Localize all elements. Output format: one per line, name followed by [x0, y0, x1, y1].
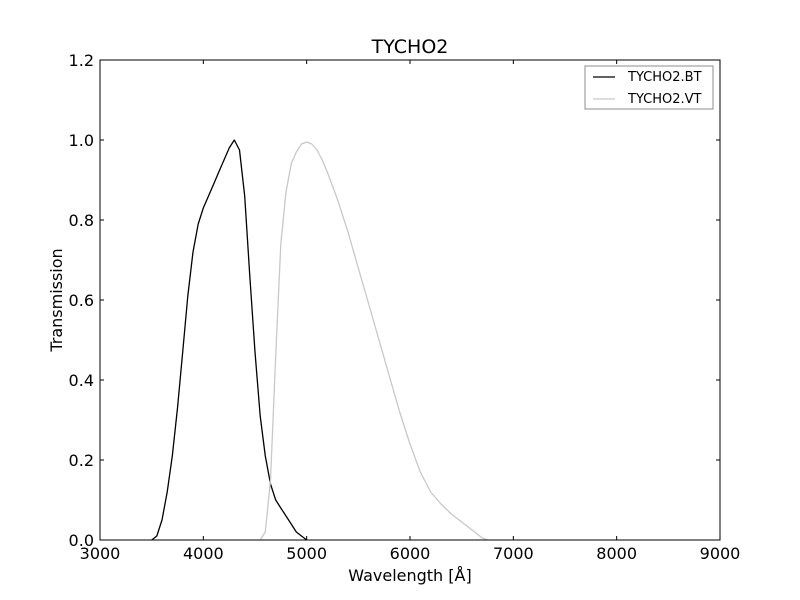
chart-title: TYCHO2: [371, 36, 449, 58]
y-tick-label: 0.0: [69, 531, 94, 550]
legend-label-vt: TYCHO2.VT: [627, 92, 702, 107]
series-line-bt: [151, 139, 308, 541]
x-tick-label: 8000: [596, 544, 637, 563]
plot-area: [100, 60, 720, 540]
x-tick-label: 6000: [390, 544, 431, 563]
x-tick-label: 3000: [80, 544, 121, 563]
y-tick-label: 0.8: [69, 211, 94, 230]
series-layer: [151, 139, 488, 541]
y-tick-label: 1.0: [69, 131, 94, 150]
x-tick-label: 9000: [700, 544, 741, 563]
legend-box: [584, 65, 714, 110]
x-tick-label: 5000: [286, 544, 327, 563]
y-axis-label: Transmission: [47, 248, 66, 352]
legend-label-bt: TYCHO2.BT: [627, 70, 702, 85]
legend: TYCHO2.BT TYCHO2.VT: [584, 65, 714, 110]
ticks-layer: 3000 4000 5000 6000 7000 8000 9000 0.0 0.2 0.4 0.6…: [69, 51, 741, 563]
x-axis-label: Wavelength [Å]: [348, 566, 471, 585]
series-line-vt: [259, 141, 488, 541]
y-tick-label: 0.6: [69, 291, 94, 310]
y-tick-label: 1.2: [69, 51, 94, 70]
x-tick-label: 7000: [493, 544, 534, 563]
y-tick-label: 0.4: [69, 371, 94, 390]
y-tick-label: 0.2: [69, 451, 94, 470]
x-tick-label: 4000: [183, 544, 224, 563]
